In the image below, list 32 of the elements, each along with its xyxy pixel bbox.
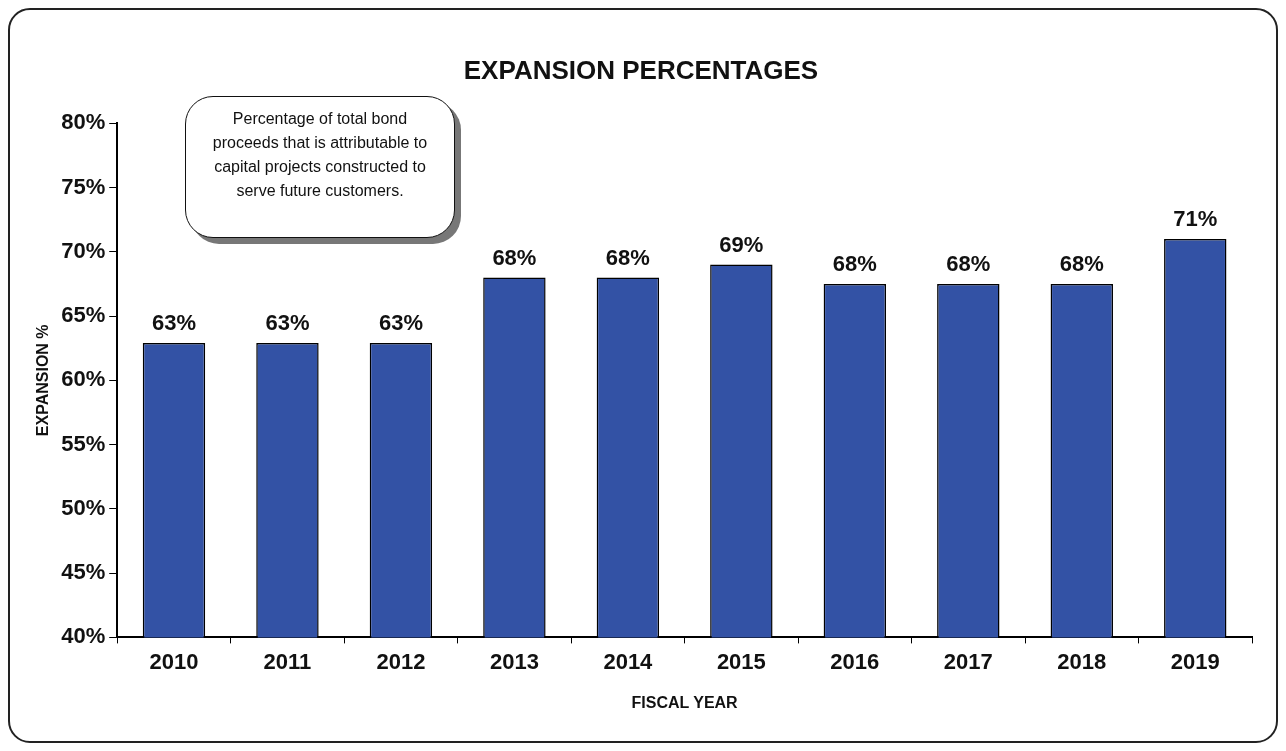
x-axis-title: FISCAL YEAR bbox=[631, 693, 739, 711]
data-label: 69% bbox=[719, 231, 764, 257]
x-tick-label: 2010 bbox=[149, 648, 199, 674]
x-tick-label: 2016 bbox=[830, 648, 880, 674]
y-tick-label: 70% bbox=[61, 237, 106, 263]
data-label: 63% bbox=[151, 310, 196, 336]
y-tick-label: 65% bbox=[61, 302, 106, 328]
data-label: 63% bbox=[378, 310, 423, 336]
data-label: 68% bbox=[492, 244, 537, 270]
y-tick-label: 75% bbox=[61, 173, 106, 199]
chart-title: EXPANSION PERCENTAGES bbox=[463, 54, 819, 85]
y-tick-label: 80% bbox=[61, 109, 106, 135]
data-label: 68% bbox=[605, 244, 650, 270]
y-tick-label: 55% bbox=[61, 430, 106, 456]
y-tick-label: 45% bbox=[61, 559, 106, 585]
data-label: 71% bbox=[1173, 205, 1218, 231]
x-tick-label: 2015 bbox=[716, 648, 766, 674]
x-tick-label: 2018 bbox=[1057, 648, 1107, 674]
data-label: 68% bbox=[1059, 250, 1104, 276]
data-label: 63% bbox=[265, 310, 310, 336]
y-tick-label: 40% bbox=[61, 623, 106, 649]
x-tick-label: 2012 bbox=[376, 648, 426, 674]
data-label: 68% bbox=[946, 250, 991, 276]
y-tick-label: 60% bbox=[61, 366, 106, 392]
x-tick-label: 2017 bbox=[943, 648, 993, 674]
x-tick-label: 2019 bbox=[1170, 648, 1220, 674]
y-axis-title: EXPANSION % bbox=[34, 324, 52, 437]
y-tick-label: 50% bbox=[61, 494, 106, 520]
x-tick-label: 2013 bbox=[489, 648, 539, 674]
x-tick-label: 2011 bbox=[263, 648, 312, 674]
x-tick-label: 2014 bbox=[603, 648, 654, 674]
data-label: 68% bbox=[832, 250, 877, 276]
